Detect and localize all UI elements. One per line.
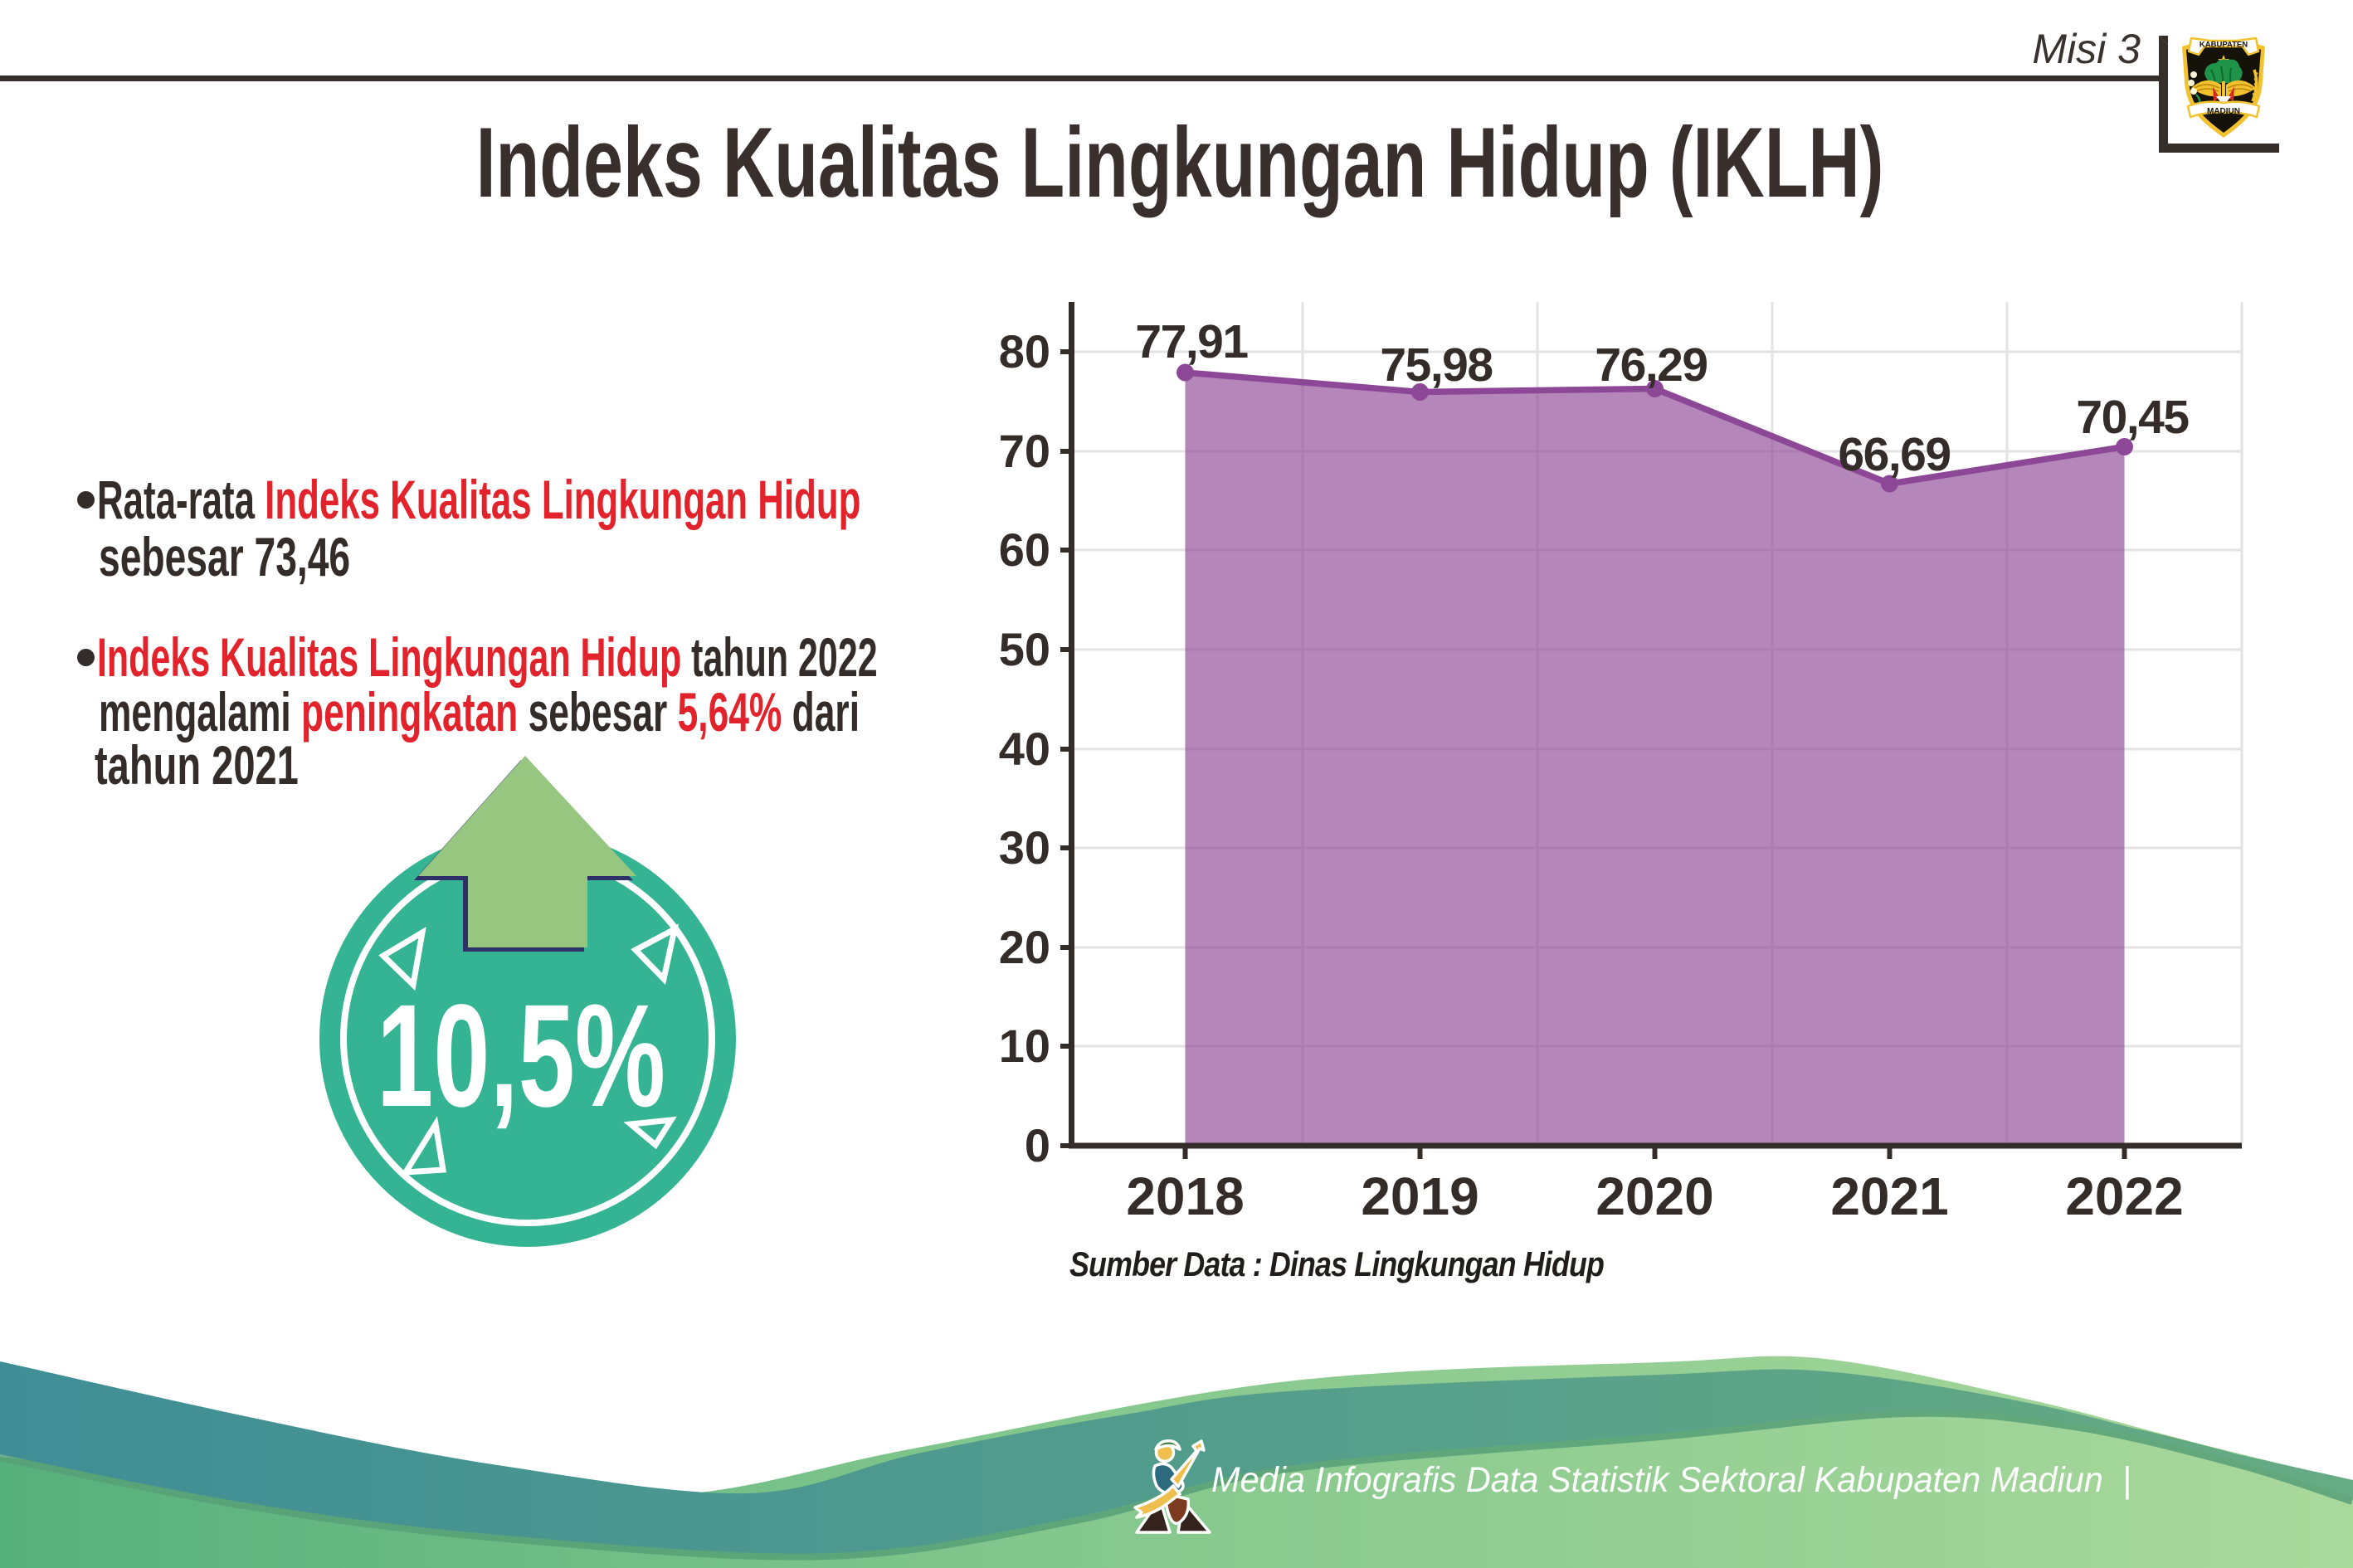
svg-text:66,69: 66,69 [1838, 428, 1950, 481]
svg-text:60: 60 [999, 523, 1050, 576]
svg-text:10,5%: 10,5% [377, 975, 665, 1137]
svg-text:2021: 2021 [1830, 1166, 1948, 1226]
svg-text:2022: 2022 [2065, 1166, 2183, 1226]
svg-text:70: 70 [999, 425, 1050, 477]
svg-text:0: 0 [1025, 1119, 1050, 1171]
svg-text:2019: 2019 [1361, 1166, 1479, 1226]
svg-text:KABUPATEN: KABUPATEN [2200, 41, 2248, 50]
svg-text:20: 20 [999, 921, 1050, 973]
svg-text:MADIUN: MADIUN [2207, 107, 2240, 116]
svg-text:80: 80 [999, 325, 1050, 377]
svg-text:70,45: 70,45 [2076, 391, 2189, 444]
svg-text:75,98: 75,98 [1380, 338, 1492, 392]
svg-text:76,29: 76,29 [1595, 338, 1707, 392]
svg-text:2020: 2020 [1595, 1166, 1713, 1226]
svg-text:2018: 2018 [1126, 1166, 1244, 1226]
svg-text:50: 50 [999, 623, 1050, 675]
svg-text:77,91: 77,91 [1135, 315, 1248, 368]
svg-text:40: 40 [999, 723, 1050, 775]
svg-text:30: 30 [999, 821, 1050, 874]
svg-text:10: 10 [999, 1020, 1050, 1072]
